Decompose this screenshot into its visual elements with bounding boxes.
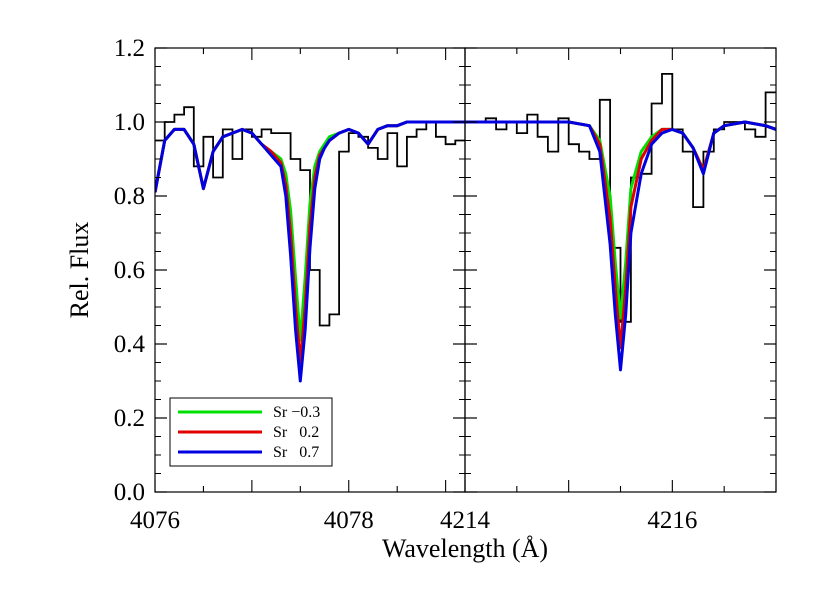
panel-left: 4076 4078 0.0 0.2 0.4 0.6 0.8 1.0 1.2	[114, 35, 466, 534]
x-tick-label: 4216	[647, 507, 697, 534]
legend: Sr −0.3 Sr 0.2 Sr 0.7	[169, 397, 333, 467]
y-tick-label: 1.2	[114, 35, 145, 62]
x-tick-label: 4076	[130, 507, 180, 534]
legend-label: Sr −0.3	[273, 404, 320, 421]
panel-right: 4214 4216	[440, 47, 777, 534]
x-tick-label: 4078	[324, 507, 374, 534]
x-axis-label: Wavelength (Å)	[382, 534, 548, 563]
legend-label: Sr 0.7	[273, 444, 319, 461]
y-tick-label: 0.4	[114, 331, 146, 358]
x-tick-label: 4214	[440, 507, 491, 534]
model-line-right-2	[465, 120, 776, 372]
y-tick-label: 0.2	[114, 405, 145, 432]
model-line-left-2	[155, 120, 465, 383]
y-tick-label: 0.0	[114, 479, 145, 506]
y-tick-label: 0.8	[114, 183, 145, 210]
y-tick-label: 1.0	[114, 109, 145, 136]
legend-label: Sr 0.2	[273, 424, 319, 441]
y-tick-label: 0.6	[114, 257, 145, 284]
y-axis-label: Rel. Flux	[65, 222, 94, 319]
